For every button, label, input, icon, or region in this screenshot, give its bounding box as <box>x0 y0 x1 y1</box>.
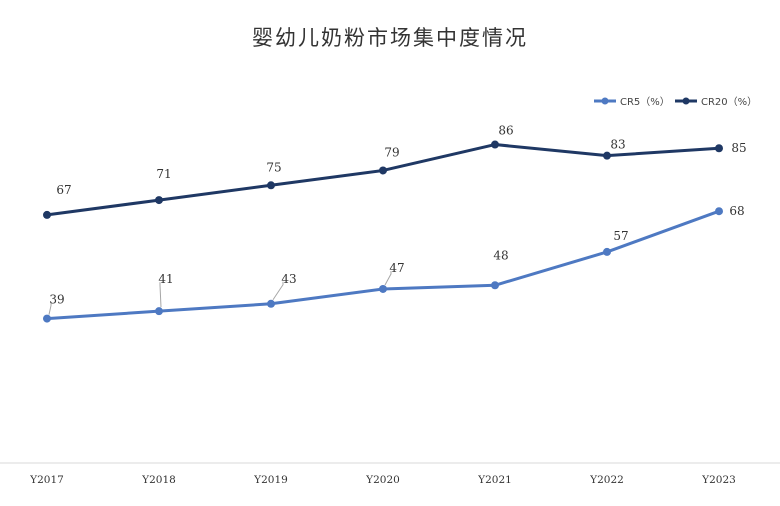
data-label: 85 <box>731 141 746 155</box>
data-point <box>267 299 275 308</box>
data-label: 79 <box>384 145 399 159</box>
data-label: 43 <box>281 272 296 286</box>
data-label: 48 <box>493 248 508 262</box>
data-label: 47 <box>389 261 404 275</box>
legend-label: CR5（%） <box>620 96 670 108</box>
legend-item: CR20（%） <box>675 96 757 108</box>
x-tick-label: Y2017 <box>29 474 64 486</box>
data-point <box>379 166 387 175</box>
legend-label: CR20（%） <box>701 96 757 108</box>
data-point <box>715 144 723 153</box>
x-tick-label: Y2023 <box>701 474 736 486</box>
x-axis-ticks: Y2017 Y2018 Y2019 Y2020 Y2021 Y2022 Y2023 <box>29 474 736 486</box>
data-point <box>603 247 611 256</box>
series-cr20 <box>43 140 723 219</box>
legend: CR5（%） CR20（%） <box>594 96 757 108</box>
data-point <box>43 314 51 323</box>
data-point <box>267 181 275 190</box>
data-label-layer: 39 41 43 47 48 57 68 67 71 75 79 86 83 85 <box>48 124 747 315</box>
series-layer <box>43 140 723 323</box>
data-point <box>155 196 163 205</box>
data-point <box>715 207 723 216</box>
data-label: 39 <box>49 293 64 307</box>
data-point <box>379 284 387 293</box>
x-tick-label: Y2020 <box>365 474 400 486</box>
data-point <box>155 307 163 316</box>
data-point <box>491 140 499 149</box>
label-leader-line <box>48 302 52 315</box>
data-label: 75 <box>266 160 281 174</box>
series-line <box>46 209 720 321</box>
data-label: 67 <box>56 183 71 197</box>
data-label: 68 <box>729 204 744 218</box>
data-label: 57 <box>613 229 628 243</box>
x-tick-label: Y2019 <box>253 474 288 486</box>
legend-swatch-marker <box>601 97 609 105</box>
x-tick-label: Y2018 <box>141 474 176 486</box>
series-line <box>46 143 720 217</box>
label-leader-line <box>159 282 162 308</box>
data-label: 86 <box>498 124 513 138</box>
series-cr5 <box>43 207 723 323</box>
data-point <box>491 281 499 290</box>
x-tick-label: Y2022 <box>589 474 624 486</box>
legend-item: CR5（%） <box>594 96 670 108</box>
data-label: 41 <box>158 272 173 286</box>
legend-swatch-marker <box>682 97 690 105</box>
label-leader-line <box>272 281 284 301</box>
data-point <box>603 151 611 160</box>
data-label: 71 <box>156 167 171 181</box>
chart-title: 婴幼儿奶粉市场集中度情况 <box>252 26 528 50</box>
data-label: 83 <box>610 138 625 152</box>
x-tick-label: Y2021 <box>477 474 512 486</box>
label-leader-line <box>384 270 392 286</box>
data-point <box>43 210 51 219</box>
